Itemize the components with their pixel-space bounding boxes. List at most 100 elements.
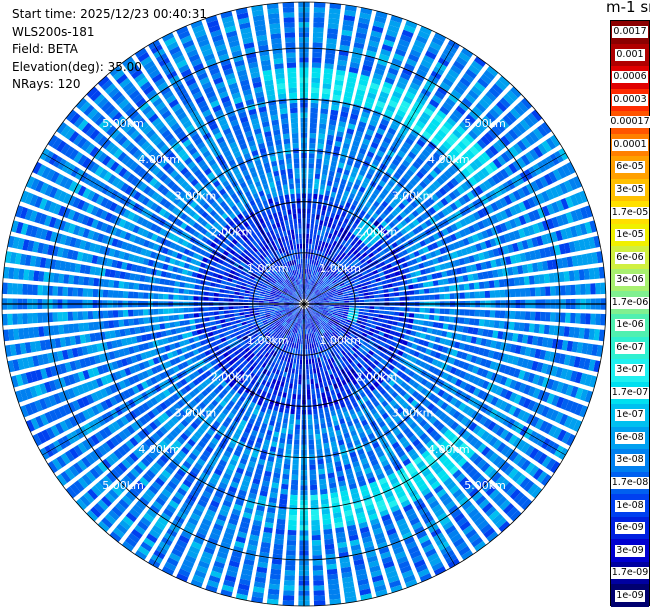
range-gate bbox=[436, 240, 444, 248]
range-gate bbox=[366, 235, 373, 242]
range-gate bbox=[333, 84, 343, 91]
range-gate bbox=[493, 279, 500, 288]
range-gate bbox=[305, 294, 307, 300]
range-gate bbox=[328, 369, 333, 375]
range-gate bbox=[315, 433, 321, 440]
range-gate bbox=[439, 247, 446, 255]
range-gate bbox=[322, 225, 327, 232]
range-gate bbox=[231, 324, 238, 329]
range-gate bbox=[502, 114, 514, 126]
range-gate bbox=[309, 459, 316, 465]
range-gate bbox=[448, 285, 455, 292]
range-gate bbox=[212, 330, 219, 336]
range-gate bbox=[355, 32, 367, 40]
range-gate bbox=[381, 141, 390, 149]
range-gate bbox=[400, 228, 408, 235]
range-gate bbox=[465, 246, 473, 255]
range-gate bbox=[534, 178, 544, 190]
range-gate bbox=[287, 433, 293, 440]
range-gate bbox=[312, 295, 317, 299]
range-gate bbox=[320, 493, 329, 500]
range-gate bbox=[363, 238, 370, 245]
range-gate bbox=[320, 498, 329, 505]
range-gate bbox=[456, 185, 465, 195]
range-gate bbox=[521, 239, 529, 250]
range-gate bbox=[483, 319, 490, 327]
range-gate bbox=[392, 266, 399, 272]
range-gate bbox=[495, 199, 504, 210]
range-gate bbox=[376, 216, 384, 224]
range-gate bbox=[313, 276, 317, 282]
range-gate bbox=[540, 286, 546, 297]
range-gate bbox=[388, 292, 395, 297]
range-gate bbox=[386, 324, 392, 330]
range-gate bbox=[368, 309, 375, 313]
range-gate bbox=[461, 137, 471, 147]
range-gate bbox=[339, 44, 350, 52]
range-gate bbox=[410, 147, 420, 156]
range-gate bbox=[416, 225, 424, 233]
range-gate bbox=[367, 272, 374, 277]
range-gate bbox=[462, 274, 469, 282]
range-gate bbox=[492, 269, 499, 278]
range-gate bbox=[383, 315, 389, 319]
range-gate bbox=[488, 280, 495, 288]
range-gate bbox=[366, 284, 373, 289]
range-gate bbox=[365, 220, 373, 227]
range-gate bbox=[418, 262, 425, 269]
range-gate bbox=[316, 292, 322, 296]
range-gate bbox=[288, 514, 297, 521]
range-gate bbox=[314, 289, 319, 294]
range-gate bbox=[326, 43, 337, 50]
range-gate bbox=[396, 231, 404, 238]
range-gate bbox=[414, 295, 420, 301]
range-gate bbox=[484, 239, 492, 249]
range-gate bbox=[311, 293, 316, 298]
range-gate bbox=[435, 148, 445, 157]
range-gate bbox=[378, 180, 386, 188]
range-gate bbox=[373, 20, 385, 29]
range-gate bbox=[342, 291, 348, 295]
range-gate bbox=[484, 132, 495, 143]
range-gate bbox=[376, 150, 385, 158]
range-gate bbox=[330, 109, 339, 116]
range-gate bbox=[318, 128, 326, 135]
range-gate bbox=[500, 152, 511, 163]
range-gate bbox=[361, 270, 368, 276]
range-gate bbox=[533, 274, 540, 285]
range-gate bbox=[328, 268, 334, 274]
range-gate bbox=[344, 307, 350, 310]
range-gate bbox=[575, 208, 584, 221]
range-gate bbox=[338, 121, 347, 128]
range-gate bbox=[348, 295, 354, 298]
range-gate bbox=[346, 159, 354, 167]
range-gate bbox=[373, 188, 381, 196]
range-gate bbox=[390, 188, 398, 197]
range-gate bbox=[307, 263, 309, 269]
range-gate bbox=[307, 208, 311, 214]
range-gate bbox=[337, 162, 345, 169]
range-gate bbox=[474, 185, 484, 195]
range-gate bbox=[325, 185, 332, 192]
range-gate bbox=[290, 373, 295, 379]
range-gate bbox=[284, 575, 295, 581]
range-gate bbox=[565, 312, 571, 323]
range-gate bbox=[286, 372, 291, 379]
range-gate bbox=[326, 462, 334, 469]
range-gate bbox=[335, 286, 342, 291]
range-gate bbox=[279, 493, 288, 500]
range-gate bbox=[242, 324, 248, 329]
range-gate bbox=[307, 284, 310, 290]
range-gate bbox=[317, 372, 322, 379]
range-gate bbox=[327, 380, 332, 386]
range-gate bbox=[317, 285, 322, 290]
range-gate bbox=[432, 280, 439, 286]
range-gate bbox=[401, 198, 410, 207]
range-gate bbox=[368, 40, 380, 48]
range-gate bbox=[541, 140, 552, 153]
range-gate bbox=[481, 218, 490, 228]
range-gate bbox=[424, 145, 434, 154]
range-gate bbox=[384, 328, 391, 334]
range-gate bbox=[310, 499, 319, 506]
range-gate bbox=[346, 81, 356, 89]
